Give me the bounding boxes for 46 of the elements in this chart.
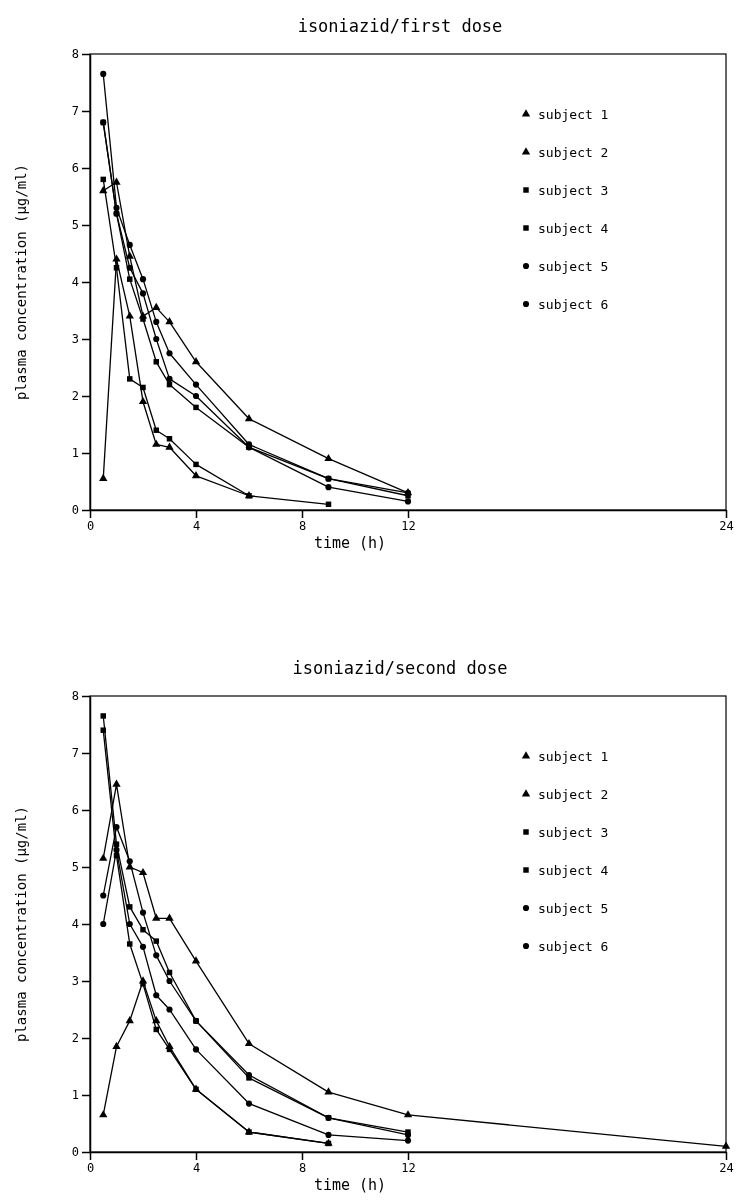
legend-label: subject 1 (538, 107, 609, 122)
legend-label: subject 5 (538, 901, 609, 916)
y-tick-label: 6 (71, 161, 79, 176)
y-tick-label: 3 (71, 332, 79, 347)
legend-label: subject 5 (538, 259, 609, 274)
x-tick-label: 0 (86, 518, 95, 533)
x-tick-label: 24 (719, 518, 734, 533)
x-tick-label: 8 (298, 518, 307, 533)
y-tick-label: 2 (71, 389, 79, 404)
y-tick-label: 4 (71, 275, 79, 290)
legend-label: subject 4 (538, 863, 609, 878)
x-tick-label: 24 (719, 1160, 734, 1175)
y-tick-label: 7 (71, 104, 79, 119)
legend-label: subject 4 (538, 221, 609, 236)
legend-label: subject 6 (538, 297, 609, 312)
y-tick-label: 3 (71, 974, 79, 989)
y-tick-label: 7 (71, 746, 79, 761)
y-tick-label: 8 (71, 689, 79, 704)
x-axis-title: time (h) (313, 534, 387, 552)
y-tick-label: 6 (71, 803, 79, 818)
y-tick-label: 5 (71, 218, 79, 233)
x-tick-label: 4 (192, 518, 201, 533)
chart-title: isoniazid/second dose (292, 658, 508, 678)
legend-label: subject 2 (538, 787, 609, 802)
y-tick-label: 0 (71, 503, 79, 518)
legend-label: subject 1 (538, 749, 609, 764)
chart-title: isoniazid/first dose (297, 16, 503, 36)
y-tick-label: 8 (71, 47, 79, 62)
x-tick-label: 4 (192, 1160, 201, 1175)
x-axis-title: time (h) (313, 1176, 387, 1194)
legend-label: subject 3 (538, 825, 609, 840)
y-axis-title: plasma concentration (µg/ml) (13, 163, 29, 401)
y-tick-label: 5 (71, 860, 79, 875)
y-axis-title: plasma concentration (µg/ml) (13, 805, 29, 1043)
x-tick-label: 0 (86, 1160, 95, 1175)
y-tick-label: 1 (71, 446, 79, 461)
y-tick-label: 2 (71, 1031, 79, 1046)
legend-label: subject 2 (538, 145, 609, 160)
legend-label: subject 3 (538, 183, 609, 198)
x-tick-label: 12 (401, 518, 416, 533)
y-tick-label: 4 (71, 917, 79, 932)
x-tick-label: 8 (298, 1160, 307, 1175)
y-tick-label: 1 (71, 1088, 79, 1103)
legend-label: subject 6 (538, 939, 609, 954)
y-tick-label: 0 (71, 1145, 79, 1160)
x-tick-label: 12 (401, 1160, 416, 1175)
